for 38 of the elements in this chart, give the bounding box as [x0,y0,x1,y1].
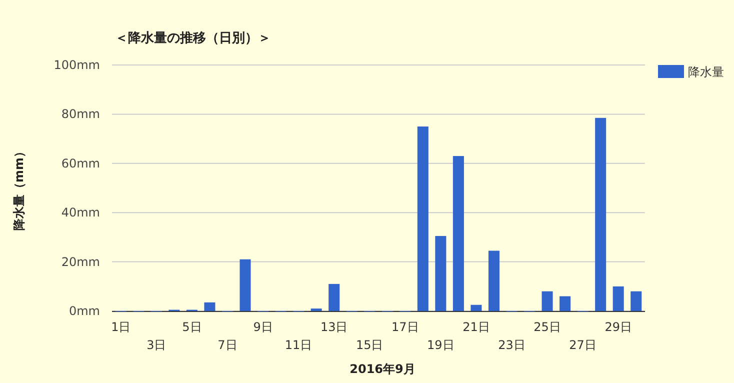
x-tick-label: 5日 [182,320,202,334]
y-tick-label: 40mm [61,206,100,220]
bar [435,236,446,311]
x-tick-label: 1日 [111,320,131,334]
bar [204,302,216,311]
y-axis-title: 降水量（mm） [12,145,26,231]
x-tick-label: 9日 [253,320,273,334]
bar [560,296,571,311]
bar [595,118,606,311]
bar [488,250,500,311]
bar [630,291,642,311]
x-tick-label: 13日 [320,320,348,334]
x-tick-label: 7日 [218,338,238,352]
x-tick-label: 27日 [569,338,596,352]
x-tick-label: 17日 [392,320,419,334]
x-tick-label: 11日 [284,338,312,352]
x-tick-label: 3日 [146,338,166,352]
x-tick-label: 19日 [427,338,454,352]
x-tick-label: 21日 [462,320,490,334]
x-tick-label: 25日 [534,320,561,334]
bar [328,284,340,311]
y-tick-label: 20mm [61,254,100,269]
bar [470,304,482,311]
x-axis-title: 2016年9月 [350,362,416,376]
bar [612,286,624,311]
bar [542,291,553,311]
bar [417,126,428,311]
x-tick-label: 15日 [356,338,384,352]
legend-label: 降水量 [688,65,724,79]
chart-title: ＜降水量の推移（日別）＞ [115,31,271,46]
y-tick-label: 60mm [61,156,100,170]
x-tick-label: 29日 [604,320,632,334]
x-tick-label: 23日 [498,338,526,352]
y-tick-label: 0mm [68,304,100,318]
bar [240,259,251,311]
y-tick-label: 100mm [54,58,100,72]
bar [452,156,464,311]
y-tick-label: 80mm [61,107,100,122]
